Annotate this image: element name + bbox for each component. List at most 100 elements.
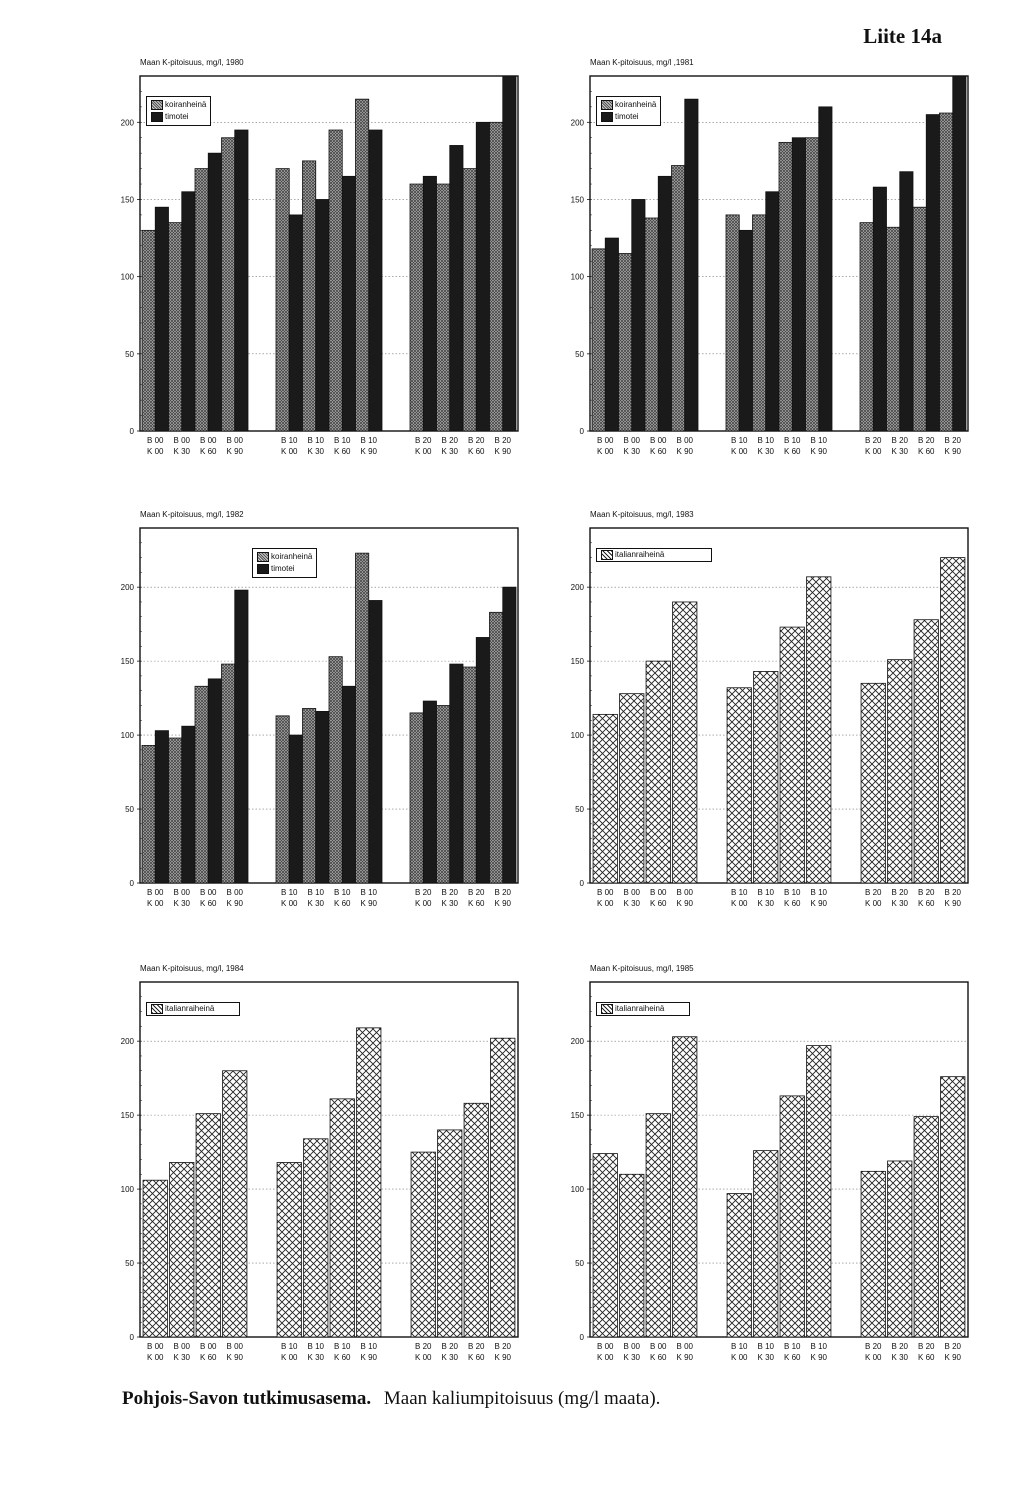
- bar-koiranheina-8: [355, 98, 370, 432]
- bar-koiranheina-2: [168, 222, 183, 432]
- chart-legend: koiranheinä timotei: [252, 548, 318, 578]
- legend-item-timotei: timotei: [257, 563, 312, 575]
- y-tick-label: 100: [121, 273, 135, 282]
- legend-item-italianraiheina: italianraiheinä: [601, 549, 707, 561]
- y-tick-label: 150: [121, 195, 135, 204]
- x-tick-label-b: B 20: [442, 436, 459, 445]
- bar-italianraiheina-9: [860, 1170, 886, 1338]
- x-tick-label-k: K 30: [442, 899, 459, 908]
- x-tick-label-b: B 10: [731, 1342, 748, 1351]
- bar-italianraiheina-8: [806, 1045, 832, 1338]
- bar-timotei-6: [765, 191, 780, 432]
- x-tick-label-k: K 00: [147, 1353, 164, 1362]
- bar-koiranheina-3: [194, 685, 209, 884]
- bar-koiranheina-10: [886, 226, 901, 432]
- bar-koiranheina-12: [489, 611, 504, 884]
- legend-label: koiranheinä: [615, 100, 657, 109]
- bar-italianraiheina-2: [619, 693, 645, 884]
- x-tick-label-b: B 20: [415, 436, 432, 445]
- legend-swatch: [151, 100, 163, 110]
- bar-timotei-5: [738, 229, 753, 432]
- x-tick-label-b: B 10: [758, 1342, 775, 1351]
- bar-koiranheina-11: [462, 168, 477, 432]
- x-tick-label-b: B 10: [334, 1342, 351, 1351]
- bar-timotei-5: [288, 734, 303, 884]
- y-tick-label: 0: [580, 427, 585, 436]
- x-tick-label-k: K 30: [624, 447, 641, 456]
- x-tick-label-k: K 00: [597, 1353, 614, 1362]
- y-tick-label: 200: [571, 118, 585, 127]
- x-tick-label-b: B 20: [865, 436, 882, 445]
- bar-koiranheina-10: [436, 183, 451, 432]
- legend-label: timotei: [271, 564, 295, 573]
- bar-italianraiheina-2: [619, 1173, 645, 1338]
- x-tick-label-k: K 60: [918, 899, 935, 908]
- legend-item-timotei: timotei: [601, 111, 656, 123]
- x-tick-label-k: K 00: [597, 899, 614, 908]
- x-tick-label-k: K 90: [945, 1353, 962, 1362]
- bar-koiranheina-8: [355, 552, 370, 884]
- x-tick-label-k: K 90: [227, 1353, 244, 1362]
- x-tick-label-k: K 60: [918, 1353, 935, 1362]
- x-tick-label-k: K 30: [892, 899, 909, 908]
- y-tick-label: 200: [121, 1037, 135, 1046]
- x-tick-label-b: B 10: [308, 436, 325, 445]
- legend-item-koiranheina: koiranheinä: [151, 99, 206, 111]
- x-tick-label-k: K 00: [281, 1353, 298, 1362]
- bar-italianraiheina-7: [329, 1098, 355, 1338]
- bar-koiranheina-4: [221, 137, 236, 432]
- chart-1982: 0 50 100 150 200 B 00 K 00 B 00 K 30 B 00 K 60 B 00…: [100, 510, 560, 932]
- x-tick-label-b: B 00: [650, 436, 667, 445]
- y-tick-label: 100: [121, 1185, 135, 1194]
- x-tick-label-b: B 20: [468, 888, 485, 897]
- x-tick-label-b: B 00: [174, 436, 191, 445]
- chart-title: Maan K-pitoisuus, mg/l, 1980: [140, 58, 244, 67]
- x-tick-label-b: B 10: [758, 888, 775, 897]
- bar-koiranheina-1: [141, 745, 156, 884]
- x-tick-label-k: K 60: [334, 899, 351, 908]
- chart-title: Maan K-pitoisuus, mg/l, 1985: [590, 964, 694, 973]
- x-tick-label-b: B 20: [865, 1342, 882, 1351]
- bar-italianraiheina-10: [887, 659, 913, 884]
- x-tick-label-k: K 60: [784, 447, 801, 456]
- y-tick-label: 150: [571, 195, 585, 204]
- bar-timotei-12: [952, 75, 967, 432]
- x-tick-label-k: K 90: [811, 447, 828, 456]
- page-label: Liite 14a: [863, 24, 942, 48]
- bar-italianraiheina-6: [303, 1138, 329, 1338]
- bar-italianraiheina-9: [410, 1151, 436, 1338]
- bar-koiranheina-3: [644, 217, 659, 432]
- bar-timotei-12: [502, 586, 517, 884]
- x-tick-label-b: B 00: [200, 1342, 217, 1351]
- x-tick-label-b: B 20: [468, 436, 485, 445]
- x-tick-label-k: K 00: [731, 899, 748, 908]
- x-tick-label-k: K 30: [624, 1353, 641, 1362]
- legend-label: italianraiheinä: [615, 1004, 665, 1013]
- chart-title: Maan K-pitoisuus, mg/l, 1984: [140, 964, 244, 973]
- x-tick-label-k: K 00: [597, 447, 614, 456]
- x-tick-label-b: B 10: [758, 436, 775, 445]
- x-tick-label-k: K 60: [918, 447, 935, 456]
- bar-timotei-11: [475, 637, 490, 884]
- y-tick-label: 150: [571, 657, 585, 666]
- x-tick-label-b: B 20: [865, 888, 882, 897]
- x-tick-label-k: K 60: [784, 899, 801, 908]
- x-tick-label-b: B 00: [147, 1342, 164, 1351]
- x-tick-label-b: B 20: [442, 888, 459, 897]
- bar-italianraiheina-11: [913, 619, 939, 884]
- x-tick-label-b: B 10: [731, 888, 748, 897]
- x-tick-label-k: K 60: [650, 1353, 667, 1362]
- x-tick-label-b: B 00: [200, 436, 217, 445]
- bar-italianraiheina-6: [753, 1150, 779, 1338]
- chart-legend: koiranheinä timotei: [146, 96, 212, 126]
- x-tick-label-b: B 20: [945, 436, 962, 445]
- bar-timotei-8: [368, 129, 383, 432]
- bar-timotei-4: [684, 98, 699, 432]
- x-tick-label-b: B 00: [677, 1342, 694, 1351]
- legend-label: koiranheinä: [271, 552, 313, 561]
- y-tick-label: 150: [121, 657, 135, 666]
- x-tick-label-k: K 30: [442, 1353, 459, 1362]
- x-tick-label-b: B 00: [597, 1342, 614, 1351]
- legend-swatch: [601, 550, 613, 560]
- bar-timotei-7: [341, 175, 356, 432]
